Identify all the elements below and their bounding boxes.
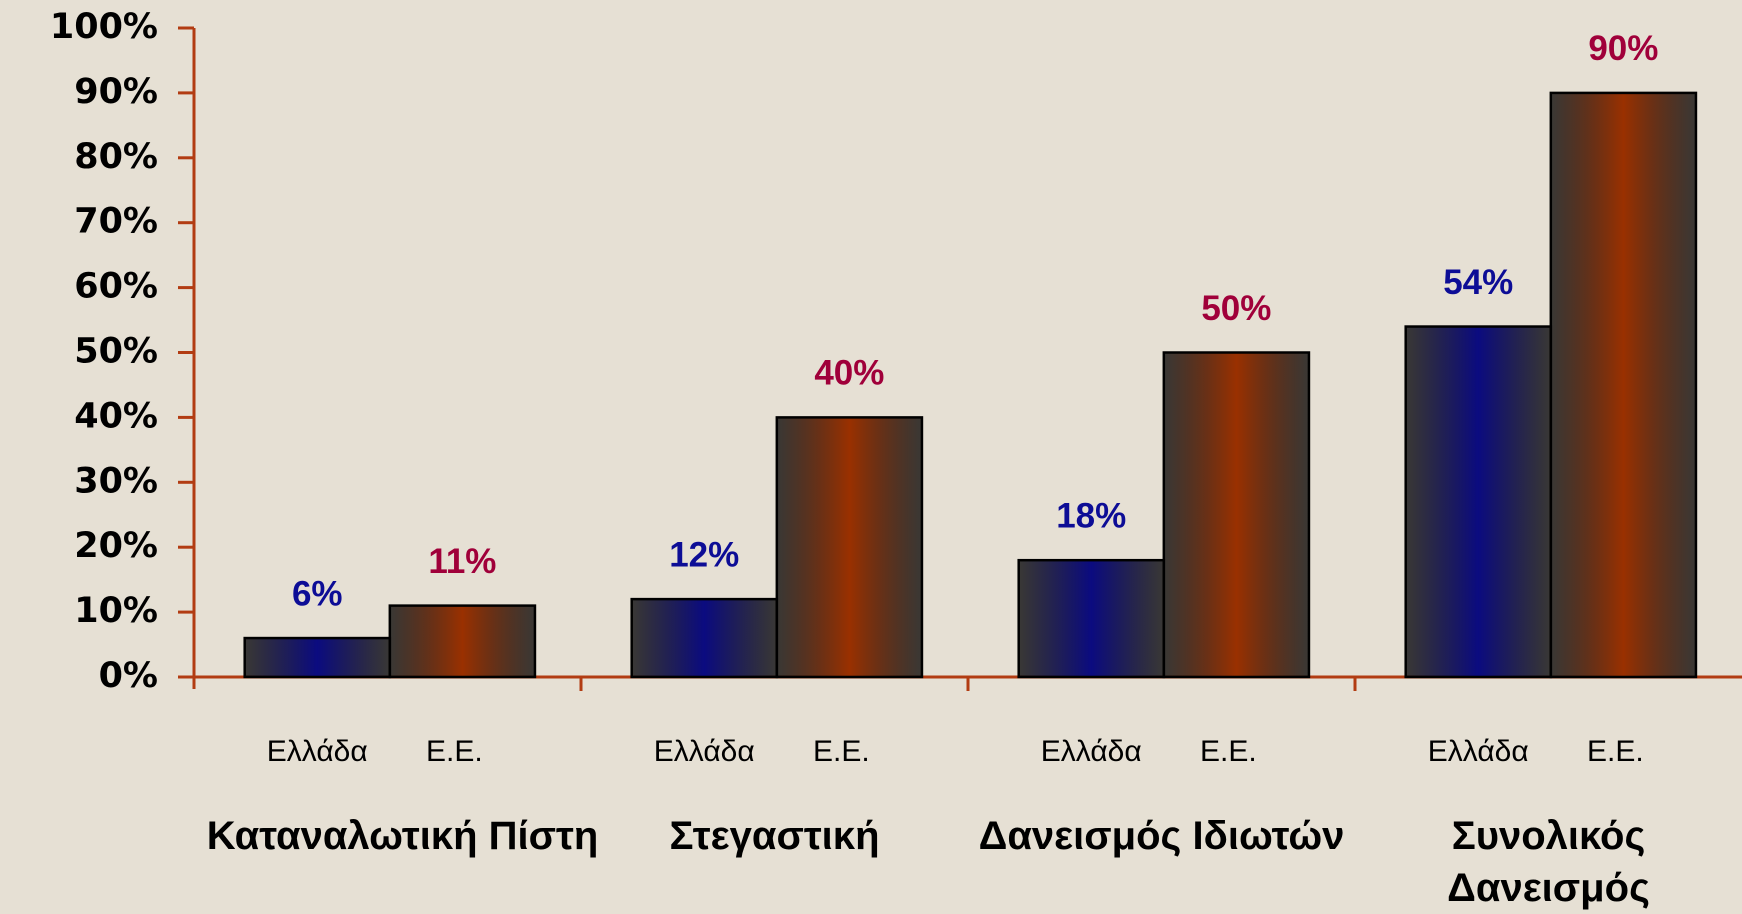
series-label: Ε.Ε.	[1200, 735, 1257, 768]
y-tick-label: 20%	[74, 526, 158, 566]
series-label: Ελλάδα	[654, 735, 755, 768]
y-tick-label: 30%	[74, 461, 158, 501]
value-label: 6%	[292, 574, 343, 613]
series-label: Ε.Ε.	[813, 735, 870, 768]
category-label: Καταναλωτική Πίστη	[206, 814, 599, 858]
bar	[243, 636, 392, 679]
y-tick-label: 100%	[50, 7, 158, 47]
bar	[1017, 558, 1166, 679]
value-label: 50%	[1201, 289, 1271, 328]
y-tick-label: 60%	[74, 267, 158, 307]
category-label: Στεγαστική	[669, 814, 880, 858]
series-label: Ελλάδα	[1041, 735, 1142, 768]
bar	[775, 416, 924, 679]
bar	[1549, 91, 1698, 679]
y-tick-label: 40%	[74, 396, 158, 436]
value-label: 18%	[1056, 496, 1126, 535]
value-label: 12%	[669, 535, 739, 574]
series-label: Ελλάδα	[1428, 735, 1529, 768]
y-tick-label: 70%	[74, 202, 158, 242]
y-tick-label: 90%	[74, 72, 158, 112]
value-label: 54%	[1443, 263, 1513, 302]
y-tick-label: 80%	[74, 137, 158, 177]
y-tick-label: 10%	[74, 591, 158, 631]
bar	[1162, 351, 1311, 679]
value-label: 11%	[428, 542, 496, 581]
category-label: Συνολικός Δανεισμός	[1447, 814, 1650, 910]
bar	[630, 597, 779, 679]
bar	[1404, 325, 1553, 679]
value-label: 90%	[1588, 29, 1658, 68]
y-tick-label: 0%	[99, 656, 158, 696]
series-label: Ε.Ε.	[426, 735, 483, 768]
y-tick-label: 50%	[74, 332, 158, 372]
value-label: 40%	[814, 354, 884, 393]
series-label: Ελλάδα	[267, 735, 368, 768]
bar	[388, 604, 537, 679]
category-label: Δανεισμός Ιδιωτών	[978, 814, 1345, 858]
series-label: Ε.Ε.	[1587, 735, 1644, 768]
